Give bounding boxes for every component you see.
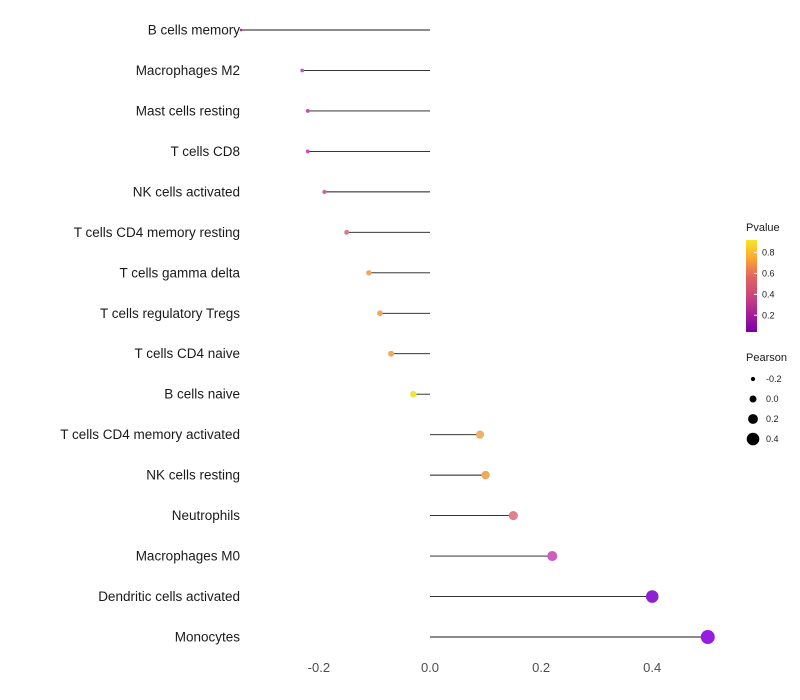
lollipop-dot	[239, 28, 243, 32]
pearson-legend-title: Pearson	[746, 352, 787, 364]
lollipop-dot	[700, 630, 715, 644]
pvalue-tick-label: 0.4	[762, 289, 775, 299]
lollipop-dot	[481, 470, 490, 480]
row-label: NK cells activated	[133, 184, 240, 199]
row-label: Monocytes	[175, 630, 241, 645]
pvalue-tick-label: 0.8	[762, 248, 775, 258]
pvalue-tick-label: 0.2	[762, 310, 775, 320]
x-tick-label: -0.2	[308, 660, 330, 675]
pearson-size-label: 0.2	[766, 414, 779, 424]
row-label: Neutrophils	[172, 508, 241, 523]
pearson-size-dot	[749, 395, 757, 403]
lollipop-dot	[366, 270, 372, 276]
row-label: B cells naive	[164, 387, 240, 402]
pearson-size-dot	[748, 414, 758, 424]
pvalue-colorbar	[746, 240, 757, 332]
lollipop-dot	[300, 68, 305, 73]
lollipop-dot	[410, 390, 417, 398]
pearson-size-label: -0.2	[766, 374, 782, 384]
x-tick-label: 0.4	[643, 660, 661, 675]
pearson-size-label: 0.0	[766, 394, 779, 404]
row-label: Dendritic cells activated	[98, 589, 240, 604]
lollipop-dot	[645, 590, 659, 603]
row-label: B cells memory	[148, 23, 241, 38]
lollipop-dot	[377, 310, 383, 317]
lollipop-dot	[388, 350, 395, 357]
row-label: Macrophages M0	[136, 549, 240, 564]
lollipop-dot	[547, 551, 558, 562]
lollipop-dot	[322, 189, 327, 195]
pvalue-legend-title: Pvalue	[746, 222, 780, 234]
row-label: T cells CD4 naive	[134, 346, 240, 361]
x-tick-label: 0.2	[532, 660, 550, 675]
row-label: Macrophages M2	[136, 63, 240, 78]
row-label: T cells regulatory Tregs	[100, 306, 240, 321]
row-label: T cells CD4 memory resting	[74, 225, 240, 240]
row-label: T cells CD8	[170, 144, 240, 159]
lollipop-dot	[475, 430, 485, 439]
lollipop-dot	[344, 229, 350, 235]
row-label: Mast cells resting	[136, 103, 240, 118]
pearson-size-label: 0.4	[766, 434, 779, 444]
x-tick-label: 0.0	[421, 660, 439, 675]
lollipop-dot	[305, 149, 310, 154]
row-label: NK cells resting	[146, 468, 240, 483]
row-label: T cells CD4 memory activated	[60, 427, 240, 442]
pvalue-tick-label: 0.6	[762, 268, 775, 278]
lollipop-dot	[508, 511, 518, 521]
lollipop-dot	[305, 108, 310, 113]
pearson-size-dot	[746, 432, 760, 446]
pearson-size-dot	[750, 376, 756, 382]
row-label: T cells gamma delta	[119, 265, 240, 280]
